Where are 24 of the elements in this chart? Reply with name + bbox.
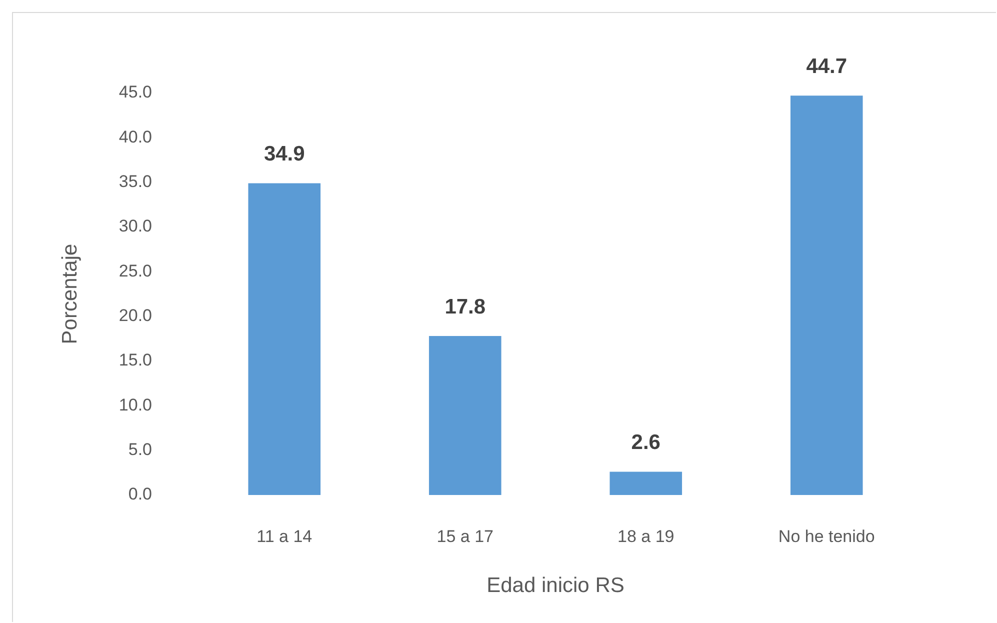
x-tick-label: No he tenido [778,526,875,546]
y-tick-label: 30.0 [118,216,152,236]
y-tick-label: 20.0 [118,306,152,326]
x-axis-title: Edad inicio RS [486,574,624,598]
y-tick-label: 35.0 [118,172,152,192]
y-tick-label: 45.0 [118,82,152,102]
data-label: 2.6 [631,431,660,454]
y-tick-label: 5.0 [128,440,152,460]
y-tick-label: 15.0 [118,350,152,370]
y-tick-label: 40.0 [118,127,152,146]
bar [790,96,863,495]
data-label: 17.8 [444,295,486,318]
x-tick-label: 11 a 14 [256,526,312,546]
x-tick-label: 18 a 19 [618,526,674,546]
y-tick-label: 0.0 [128,484,152,504]
bar [428,336,502,495]
data-label: 34.9 [264,142,305,166]
y-tick-label: 10.0 [118,395,152,414]
x-tick-label: 15 a 17 [436,526,494,546]
bar [610,472,682,495]
bar [248,183,321,495]
y-axis-title: Porcentaje [58,244,82,344]
y-tick-label: 25.0 [118,261,152,280]
data-label: 44.7 [806,54,848,78]
